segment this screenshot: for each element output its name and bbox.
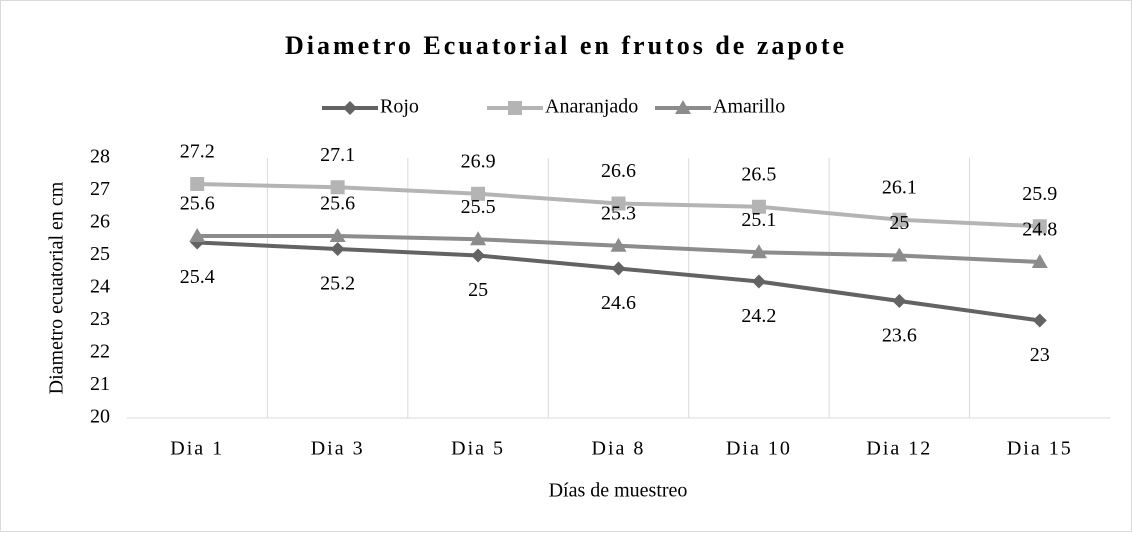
data-label: 23 (1030, 344, 1050, 366)
x-tick-label: Dia 8 (592, 438, 646, 460)
y-tick-label: 26 (90, 211, 110, 233)
marker (1032, 219, 1047, 234)
x-tick-label: Dia 1 (170, 438, 224, 460)
x-tick-label: Dia 10 (726, 438, 792, 460)
legend-marker (343, 101, 357, 115)
data-label: 25.5 (461, 196, 496, 218)
marker (751, 199, 766, 214)
legend-label: Amarillo (713, 96, 785, 118)
data-label: 26.1 (882, 176, 917, 198)
data-label: 25.2 (320, 273, 355, 295)
y-tick-label: 25 (90, 243, 110, 265)
y-tick-label: 20 (90, 406, 110, 428)
y-tick-label: 21 (90, 373, 110, 395)
data-label: 23.6 (882, 325, 917, 347)
y-tick-label: 23 (90, 308, 110, 330)
marker (471, 248, 486, 263)
data-label: 27.2 (180, 141, 215, 163)
marker (1031, 254, 1048, 268)
data-label: 24.8 (1022, 219, 1057, 241)
data-label: 26.9 (461, 150, 496, 172)
data-label: 25.9 (1022, 183, 1057, 205)
marker (471, 186, 486, 201)
y-axis-title: Diametro ecuatorial en cm (46, 181, 68, 394)
y-tick-label: 22 (90, 341, 110, 363)
data-label: 25 (468, 279, 488, 301)
legend-label: Rojo (380, 96, 419, 118)
x-tick-label: Dia 5 (451, 438, 505, 460)
y-tick-label: 28 (90, 146, 110, 168)
legend-marker (675, 100, 691, 114)
data-label: 25.6 (320, 193, 355, 215)
legend-marker (508, 101, 522, 115)
marker (329, 228, 346, 242)
data-label: 25.3 (601, 202, 636, 224)
marker (611, 261, 626, 276)
data-label: 26.5 (741, 163, 776, 185)
marker (189, 228, 206, 242)
chart-title: Diametro Ecuatorial en frutos de zapote (285, 31, 847, 60)
marker (751, 274, 766, 289)
data-label: 25 (889, 212, 909, 234)
x-tick-label: Dia 3 (311, 438, 365, 460)
data-label: 25.4 (180, 266, 215, 288)
marker (891, 247, 908, 262)
marker (330, 242, 345, 256)
marker (892, 212, 907, 227)
marker (610, 237, 627, 252)
data-label: 24.2 (741, 305, 776, 327)
marker (892, 294, 907, 308)
data-label: 24.6 (601, 292, 636, 314)
data-label: 25.1 (741, 209, 776, 231)
marker (611, 196, 626, 211)
marker (750, 244, 767, 259)
x-tick-label: Dia 12 (866, 438, 932, 460)
y-tick-label: 27 (90, 178, 110, 200)
x-tick-label: Dia 15 (1007, 438, 1073, 460)
marker (470, 231, 487, 246)
marker (190, 177, 205, 191)
x-axis-title: Días de muestreo (549, 480, 688, 502)
data-label: 26.6 (601, 160, 636, 182)
data-label: 25.6 (180, 193, 215, 215)
data-label: 27.1 (320, 144, 355, 166)
marker (1032, 313, 1047, 328)
legend-label: Anaranjado (545, 96, 638, 118)
y-tick-label: 24 (90, 276, 110, 298)
marker (330, 180, 345, 195)
